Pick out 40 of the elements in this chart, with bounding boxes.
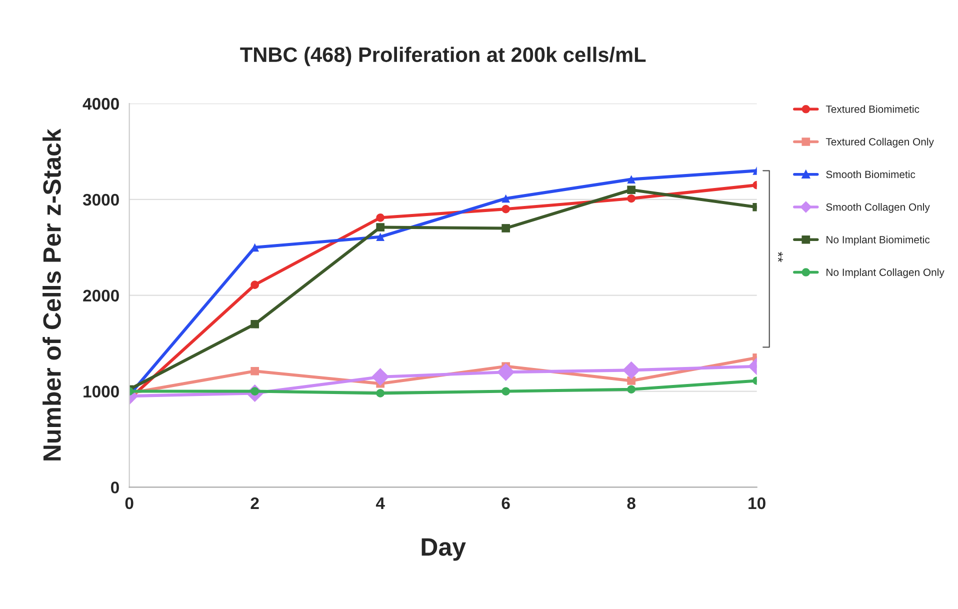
y-tick-label: 3000 <box>82 194 119 206</box>
point <box>627 376 636 385</box>
point <box>627 194 636 203</box>
point <box>376 214 384 222</box>
point <box>376 223 384 232</box>
point <box>376 232 384 242</box>
chart-title: TNBC (468) Proliferation at 200k cells/mL <box>240 46 646 66</box>
x-tick-label: 6 <box>502 497 510 510</box>
point <box>502 224 510 232</box>
point <box>502 204 510 214</box>
point <box>250 366 259 376</box>
x-tick-label: 10 <box>748 497 766 510</box>
x-tick-label: 4 <box>376 498 385 509</box>
point <box>627 385 636 394</box>
point <box>502 387 510 396</box>
x-tick-label: 0 <box>125 497 134 510</box>
point <box>622 361 640 380</box>
point <box>371 368 390 386</box>
point <box>502 194 510 203</box>
point <box>376 389 384 398</box>
y-tick-label: 1000 <box>84 386 119 398</box>
y-tick-label: 0 <box>111 482 119 494</box>
point <box>250 280 259 289</box>
legend-label: Smooth Biomimetic <box>826 170 916 178</box>
y-tick-label: 4000 <box>82 98 119 110</box>
x-tick-label: 2 <box>250 497 259 509</box>
legend-label: No Implant Biomimetic <box>826 236 930 246</box>
point <box>250 320 259 328</box>
y-axis-title: Number of Cells Per z-Stack <box>42 128 61 460</box>
legend-label: No Implant Collagen Only <box>826 268 944 278</box>
x-axis-title: Day <box>422 538 466 561</box>
legend-label: Textured Biomimetic <box>826 105 920 113</box>
point <box>496 363 515 381</box>
point <box>627 186 636 194</box>
y-tick-label: 2000 <box>83 290 119 302</box>
legend-label: Textured Collagen Only <box>826 138 934 148</box>
text: ** <box>778 252 783 262</box>
point <box>627 175 636 184</box>
x-tick-label: 8 <box>627 497 636 510</box>
legend-label: Smooth Collagen Only <box>826 203 930 213</box>
